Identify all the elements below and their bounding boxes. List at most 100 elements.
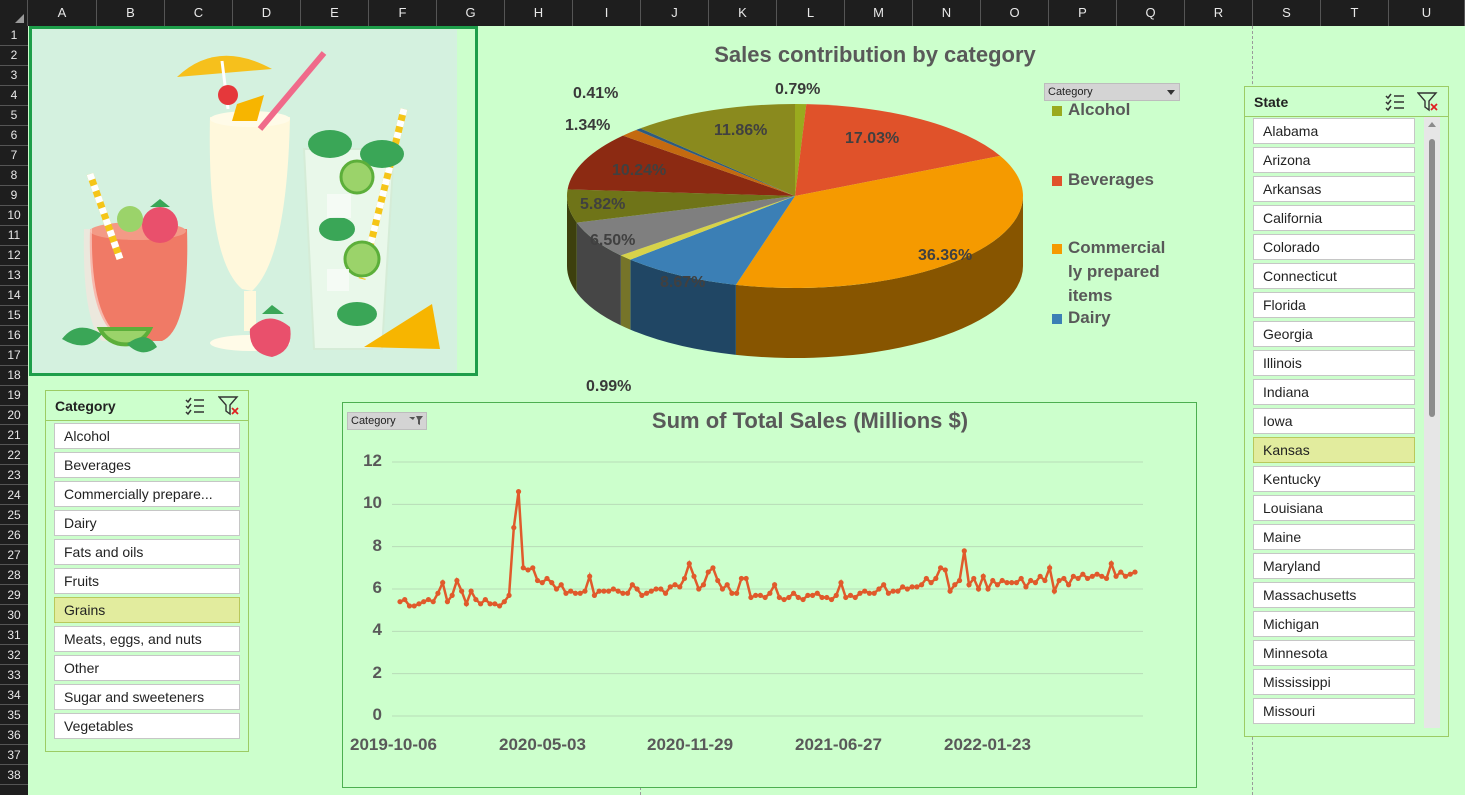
row-header-14[interactable]: 14 — [0, 286, 28, 306]
line-point[interactable] — [610, 586, 616, 592]
state-slicer-item[interactable]: Kentucky — [1253, 466, 1415, 492]
row-header-35[interactable]: 35 — [0, 705, 28, 726]
clear-filter-button[interactable] — [217, 395, 240, 417]
line-point[interactable] — [520, 565, 526, 571]
category-slicer-item[interactable]: Vegetables — [54, 713, 240, 739]
line-point[interactable] — [696, 586, 702, 592]
row-header-1[interactable]: 1 — [0, 26, 28, 46]
line-point[interactable] — [397, 599, 403, 605]
row-header-27[interactable]: 27 — [0, 545, 28, 566]
line-point[interactable] — [1080, 571, 1086, 577]
state-slicer-item[interactable]: Indiana — [1253, 379, 1415, 405]
line-point[interactable] — [444, 599, 451, 605]
line-point[interactable] — [961, 548, 967, 554]
line-point[interactable] — [568, 588, 574, 594]
row-header-22[interactable]: 22 — [0, 445, 28, 466]
line-point[interactable] — [515, 489, 522, 495]
line-point[interactable] — [980, 573, 986, 579]
line-point[interactable] — [819, 594, 825, 601]
line-point[interactable] — [933, 575, 939, 582]
line-point[interactable] — [942, 567, 948, 573]
line-point[interactable] — [890, 588, 896, 594]
pie-slice-0.79%[interactable] — [795, 104, 807, 196]
line-point[interactable] — [544, 575, 550, 582]
pie-side-0.99%[interactable] — [620, 255, 631, 330]
line-point[interactable] — [857, 590, 863, 596]
row-header-17[interactable]: 17 — [0, 346, 28, 366]
line-point[interactable] — [885, 590, 892, 596]
state-slicer-item[interactable]: Georgia — [1253, 321, 1415, 347]
line-point[interactable] — [1066, 582, 1072, 588]
line-point[interactable] — [700, 582, 707, 588]
line-point[interactable] — [530, 565, 536, 571]
line-point[interactable] — [809, 592, 816, 598]
line-point[interactable] — [724, 582, 730, 588]
line-point[interactable] — [828, 596, 835, 603]
column-header-s[interactable]: S — [1253, 0, 1321, 26]
line-point[interactable] — [1075, 575, 1081, 582]
line-point[interactable] — [615, 588, 621, 594]
line-point[interactable] — [577, 590, 583, 596]
pie-side-5.82%[interactable] — [567, 196, 577, 293]
line-point[interactable] — [1037, 573, 1043, 579]
line-point[interactable] — [435, 590, 441, 596]
line-point[interactable] — [800, 596, 806, 603]
line-point[interactable] — [719, 586, 726, 592]
line-point[interactable] — [838, 580, 844, 586]
line-point[interactable] — [729, 590, 735, 596]
multi-select-button[interactable] — [184, 395, 206, 417]
row-header-24[interactable]: 24 — [0, 485, 28, 506]
row-header-12[interactable]: 12 — [0, 246, 28, 266]
line-point[interactable] — [919, 582, 925, 588]
line-point[interactable] — [553, 586, 560, 592]
line-point[interactable] — [1113, 573, 1119, 579]
column-header-h[interactable]: H — [505, 0, 573, 26]
line-point[interactable] — [994, 582, 1001, 588]
line-chart-area[interactable] — [342, 402, 1197, 788]
row-header-26[interactable]: 26 — [0, 525, 28, 546]
multi-select-button[interactable] — [1384, 91, 1406, 113]
line-point[interactable] — [634, 586, 640, 592]
category-slicer-item[interactable]: Commercially prepare... — [54, 481, 240, 507]
line-point[interactable] — [1070, 573, 1076, 579]
line-point[interactable] — [757, 592, 763, 598]
line-point[interactable] — [999, 577, 1005, 584]
line-point[interactable] — [1132, 569, 1138, 575]
state-slicer-item[interactable]: Florida — [1253, 292, 1415, 318]
line-point[interactable] — [852, 594, 858, 601]
pie-slice-36.36%[interactable] — [735, 155, 1023, 288]
column-header-l[interactable]: L — [777, 0, 845, 26]
line-point[interactable] — [463, 601, 469, 607]
line-point[interactable] — [937, 565, 944, 571]
pie-side-6.50%[interactable] — [576, 222, 621, 326]
line-point[interactable] — [1013, 580, 1020, 586]
line-point[interactable] — [454, 577, 460, 584]
line-point[interactable] — [866, 590, 873, 596]
pie-chart[interactable] — [560, 100, 1030, 380]
line-point[interactable] — [596, 588, 602, 594]
line-point[interactable] — [781, 596, 787, 603]
column-header-g[interactable]: G — [437, 0, 505, 26]
line-point[interactable] — [776, 594, 782, 601]
line-point[interactable] — [734, 590, 740, 596]
line-point[interactable] — [1127, 571, 1133, 577]
row-header-13[interactable]: 13 — [0, 266, 28, 286]
line-point[interactable] — [904, 586, 910, 592]
state-slicer-item[interactable]: Massachusetts — [1253, 582, 1415, 608]
line-point[interactable] — [975, 586, 982, 592]
line-point[interactable] — [587, 573, 593, 579]
state-slicer-item[interactable]: Arkansas — [1253, 176, 1415, 202]
column-header-n[interactable]: N — [913, 0, 981, 26]
row-header-16[interactable]: 16 — [0, 326, 28, 346]
column-header-o[interactable]: O — [981, 0, 1049, 26]
line-point[interactable] — [824, 594, 830, 601]
category-slicer-item[interactable]: Fats and oils — [54, 539, 240, 565]
line-point[interactable] — [1009, 580, 1015, 586]
line-point[interactable] — [482, 596, 488, 603]
row-header-9[interactable]: 9 — [0, 186, 28, 206]
column-header-m[interactable]: M — [845, 0, 913, 26]
state-slicer-item[interactable]: Connecticut — [1253, 263, 1415, 289]
category-slicer-item[interactable]: Dairy — [54, 510, 240, 536]
row-header-19[interactable]: 19 — [0, 386, 28, 406]
line-point[interactable] — [639, 592, 645, 598]
